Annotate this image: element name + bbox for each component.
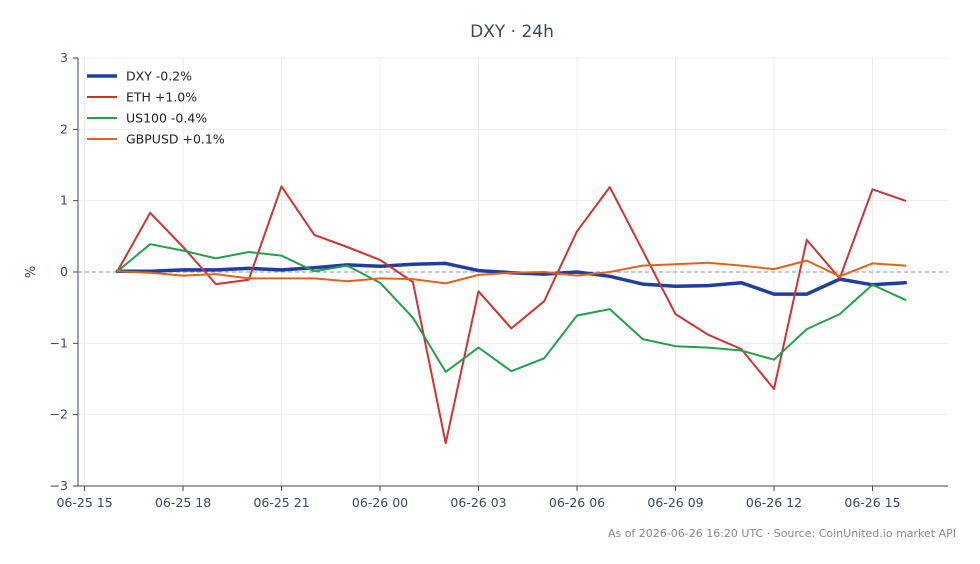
x-tick-label: 06-26 12	[746, 495, 802, 510]
y-tick-label: 2	[60, 121, 68, 136]
y-axis-label: %	[24, 266, 39, 278]
legend-label-2: US100 -0.4%	[126, 111, 207, 126]
tick-labels: 3 2 1 0 −1 −2 −3 06-25 15 06-25 18 06-25 21 06-26 …	[50, 50, 901, 510]
legend-label-1: ETH +1.0%	[126, 90, 197, 105]
y-tick-label: −1	[50, 335, 68, 350]
chart-title: DXY · 24h	[470, 22, 554, 42]
series-line-1	[116, 185, 907, 445]
x-tick-label: 06-25 18	[155, 495, 211, 510]
y-tick-label: −2	[50, 407, 68, 422]
series-line-2	[116, 243, 907, 373]
x-tick-label: 06-26 03	[450, 495, 506, 510]
x-tick-label: 06-26 15	[844, 495, 900, 510]
axes	[73, 57, 948, 491]
source-note: As of 2026-06-26 16:20 UTC · Source: Coi…	[608, 527, 956, 540]
x-tick-label: 06-26 06	[549, 495, 605, 510]
legend-label-3: GBPUSD +0.1%	[126, 132, 225, 147]
y-tick-label: −3	[50, 478, 68, 493]
y-tick-label: 1	[60, 193, 68, 208]
x-tick-label: 06-26 00	[352, 495, 408, 510]
x-tick-label: 06-25 15	[56, 495, 112, 510]
y-tick-label: 3	[60, 50, 68, 65]
series-line-0	[115, 261, 908, 296]
series-lines	[115, 185, 908, 445]
x-tick-label: 06-26 09	[647, 495, 703, 510]
x-tick-label: 06-25 21	[253, 495, 309, 510]
legend: DXY -0.2% ETH +1.0% US100 -0.4% GBPUSD +0.1…	[87, 69, 225, 147]
legend-label-0: DXY -0.2%	[126, 69, 192, 84]
series-line-3	[116, 259, 907, 285]
y-tick-label: 0	[60, 264, 68, 279]
